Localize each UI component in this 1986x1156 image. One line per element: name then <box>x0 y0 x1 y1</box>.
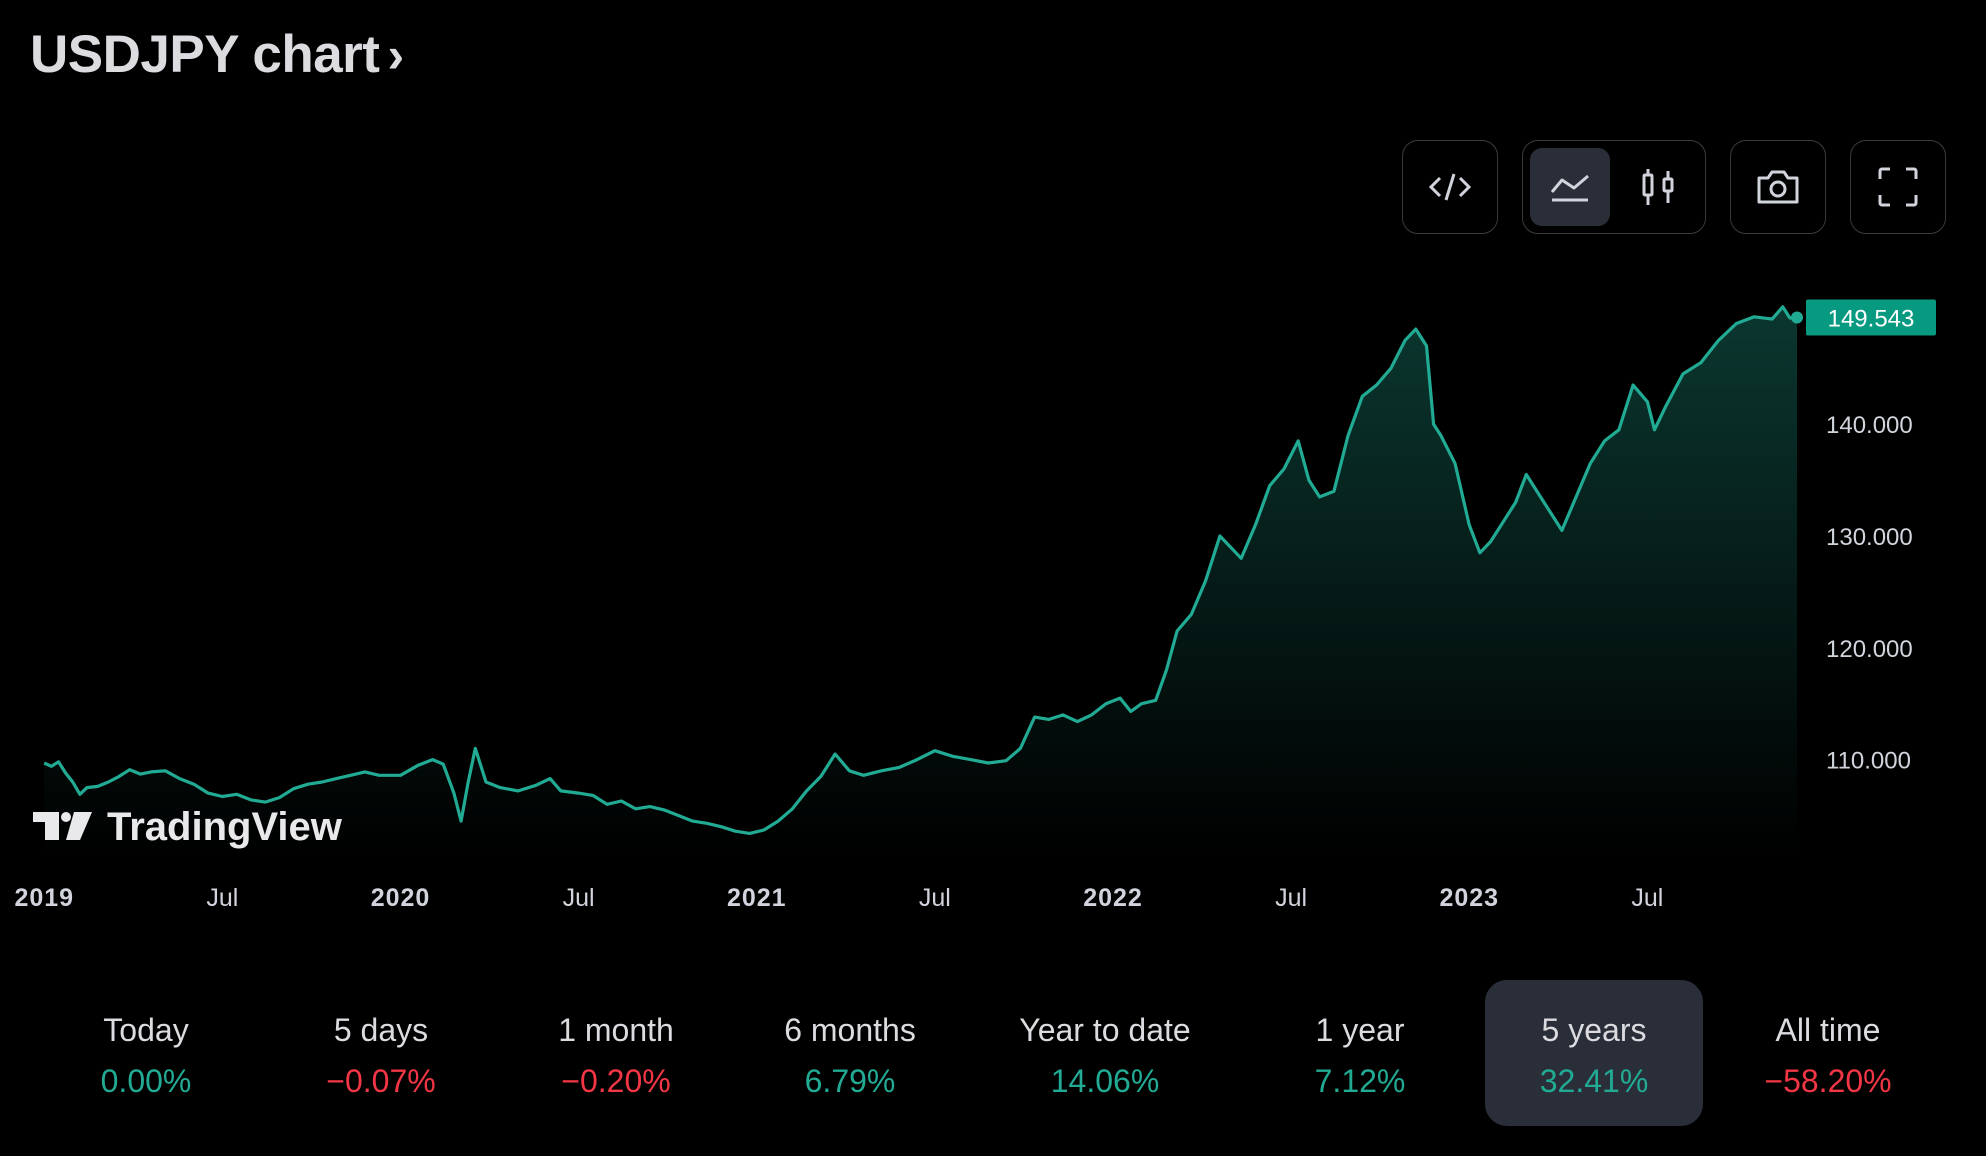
period-change-value: −0.07% <box>326 1063 436 1099</box>
period-label: 1 month <box>558 1012 674 1048</box>
x-tick-label: 2019 <box>14 884 74 912</box>
period-change-value: 6.79% <box>804 1063 896 1099</box>
period-label: 1 year <box>1315 1012 1405 1048</box>
snapshot-button[interactable] <box>1730 140 1826 234</box>
price-chart[interactable]: 140.000 130.000 120.000 110.000 2019 Jul 2020… <box>0 260 1986 920</box>
x-tick-label: 2020 <box>371 884 431 912</box>
area-style-button[interactable] <box>1530 148 1610 226</box>
period-label: 5 days <box>333 1012 429 1048</box>
period-label: 5 years <box>1541 1012 1647 1048</box>
period-label: Today <box>103 1012 189 1048</box>
candles-style-button[interactable] <box>1618 148 1698 226</box>
fullscreen-icon <box>1878 167 1918 207</box>
tradingview-logo-icon <box>33 812 92 840</box>
period-label: 6 months <box>784 1012 916 1048</box>
page-title[interactable]: USDJPY chart › <box>30 24 404 85</box>
last-price-label-bg <box>1806 299 1936 336</box>
x-tick-label: Jul <box>206 884 238 912</box>
area-chart-icon <box>1550 174 1589 202</box>
period-tab-all-time[interactable]: All time −58.20% <box>1718 980 1938 1126</box>
period-change-value: 0.00% <box>100 1063 192 1099</box>
period-change-value: 32.41% <box>1539 1063 1649 1099</box>
chart-style-toggle <box>1522 140 1706 234</box>
camera-icon <box>1757 170 1799 204</box>
code-icon <box>1428 173 1472 201</box>
x-tick-label: 2023 <box>1439 884 1499 912</box>
x-tick-label: 2021 <box>727 884 787 912</box>
area-fill <box>44 306 1798 858</box>
period-tab-today[interactable]: Today 0.00% <box>36 980 256 1126</box>
title-text: USDJPY chart <box>30 25 380 84</box>
period-change-value: 14.06% <box>1050 1063 1160 1099</box>
period-label: All time <box>1775 1012 1881 1048</box>
y-tick-label: 120.000 <box>1826 636 1913 663</box>
last-price-dot <box>1791 311 1803 324</box>
x-tick-label: Jul <box>1631 884 1663 912</box>
price-line <box>43 305 1798 835</box>
watermark-text: TradingView <box>107 805 343 849</box>
candlestick-icon <box>1642 169 1674 205</box>
period-change-value: 7.12% <box>1314 1063 1406 1099</box>
period-label: Year to date <box>1019 1012 1191 1048</box>
period-change-value: −58.20% <box>1764 1063 1892 1099</box>
tradingview-watermark: TradingView <box>33 805 343 849</box>
last-price-label: 149.543 <box>1828 305 1915 332</box>
y-tick-label: 110.000 <box>1826 748 1911 775</box>
period-tab-year-to-date[interactable]: Year to date 14.06% <box>995 980 1215 1126</box>
period-change-value: −0.20% <box>561 1063 671 1099</box>
chevron-right-icon: › <box>387 26 404 83</box>
y-tick-label: 130.000 <box>1826 524 1913 551</box>
embed-button[interactable] <box>1402 140 1498 234</box>
period-tab-6-months[interactable]: 6 months 6.79% <box>740 980 960 1126</box>
x-tick-label: Jul <box>919 884 951 912</box>
period-tab-1-year[interactable]: 1 year 7.12% <box>1250 980 1470 1126</box>
y-tick-label: 140.000 <box>1826 412 1913 439</box>
x-tick-label: Jul <box>1275 884 1307 912</box>
period-tab-5-years[interactable]: 5 years 32.41% <box>1485 980 1703 1126</box>
x-tick-label: 2022 <box>1083 884 1143 912</box>
period-tab-5-days[interactable]: 5 days −0.07% <box>271 980 491 1126</box>
fullscreen-button[interactable] <box>1850 140 1946 234</box>
period-selector: Today 0.00% 5 days −0.07% 1 month −0.20% 6 mon… <box>0 980 1986 1126</box>
period-tab-1-month[interactable]: 1 month −0.20% <box>506 980 726 1126</box>
x-tick-label: Jul <box>563 884 595 912</box>
